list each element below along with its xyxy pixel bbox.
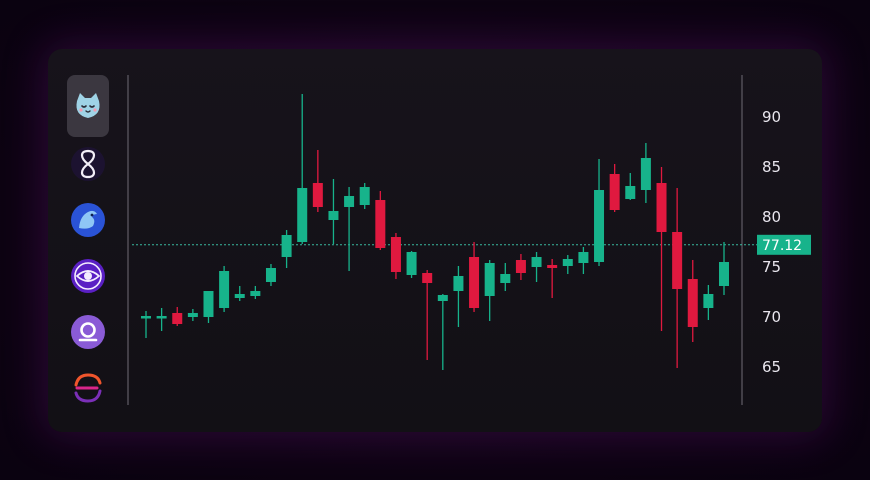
candle-body-up[interactable] xyxy=(562,259,573,266)
candle-body-up[interactable] xyxy=(578,252,589,263)
token-eye-coin[interactable] xyxy=(67,255,109,297)
candle-body-down[interactable] xyxy=(422,273,433,283)
swirl-coin-icon xyxy=(70,370,106,406)
candle-body-up[interactable] xyxy=(500,274,511,283)
candle-body-down[interactable] xyxy=(390,237,401,272)
candle-body-up[interactable] xyxy=(484,263,495,296)
candle-body-up[interactable] xyxy=(219,271,230,308)
candle-body-down[interactable] xyxy=(375,200,386,248)
candle-body-up[interactable] xyxy=(265,268,276,282)
current-price-badge xyxy=(757,234,811,255)
candle-body-up[interactable] xyxy=(359,187,370,205)
infinity-coin-icon xyxy=(70,146,106,182)
ring-coin-icon xyxy=(70,314,106,350)
candle-body-up[interactable] xyxy=(531,257,542,267)
y-tick-label: 85 xyxy=(762,158,781,176)
token-cat-coin[interactable] xyxy=(67,75,109,137)
candle-body-down[interactable] xyxy=(515,260,526,273)
candle-body-up[interactable] xyxy=(234,294,245,298)
candle-body-up[interactable] xyxy=(141,316,151,319)
y-tick-label: 90 xyxy=(762,108,781,126)
candle-body-up[interactable] xyxy=(187,313,198,317)
candle-body-up[interactable] xyxy=(156,316,167,319)
candle-body-up[interactable] xyxy=(344,196,355,207)
candle-body-up[interactable] xyxy=(297,188,308,242)
candle-body-up[interactable] xyxy=(719,262,729,286)
eye-coin-icon xyxy=(70,258,106,294)
chart-card xyxy=(48,49,822,432)
token-ring-coin[interactable] xyxy=(67,311,109,353)
candle-body-up[interactable] xyxy=(437,295,448,301)
candle-body-up[interactable] xyxy=(625,186,636,199)
token-bird-coin[interactable] xyxy=(67,199,109,241)
candle-body-down[interactable] xyxy=(672,232,683,289)
token-infinity-coin[interactable] xyxy=(67,143,109,185)
candle-body-up[interactable] xyxy=(281,235,292,257)
candle-body-down[interactable] xyxy=(172,313,183,324)
candle-body-up[interactable] xyxy=(328,211,339,220)
cat-coin-icon xyxy=(71,89,105,123)
current-price-label: 77.12 xyxy=(762,238,802,254)
candle-body-down[interactable] xyxy=(656,183,667,232)
token-swirl-coin[interactable] xyxy=(67,367,109,409)
candle-body-down[interactable] xyxy=(312,183,323,207)
y-tick-label: 65 xyxy=(762,358,781,376)
candle-body-up[interactable] xyxy=(703,294,714,308)
bird-coin-icon xyxy=(70,202,106,238)
candle-body-up[interactable] xyxy=(406,252,417,275)
candle-body-down[interactable] xyxy=(547,265,558,268)
candle-body-up[interactable] xyxy=(594,190,605,262)
y-tick-label: 80 xyxy=(762,208,781,226)
y-tick-label: 70 xyxy=(762,308,781,326)
candle-body-up[interactable] xyxy=(250,291,261,296)
candle-body-up[interactable] xyxy=(640,158,651,190)
candle-body-down[interactable] xyxy=(469,257,480,308)
candle-body-up[interactable] xyxy=(453,276,464,291)
candle-body-up[interactable] xyxy=(203,291,214,317)
y-tick-label: 75 xyxy=(762,258,781,276)
candle-body-down[interactable] xyxy=(687,279,698,327)
candle-body-down[interactable] xyxy=(609,174,620,210)
